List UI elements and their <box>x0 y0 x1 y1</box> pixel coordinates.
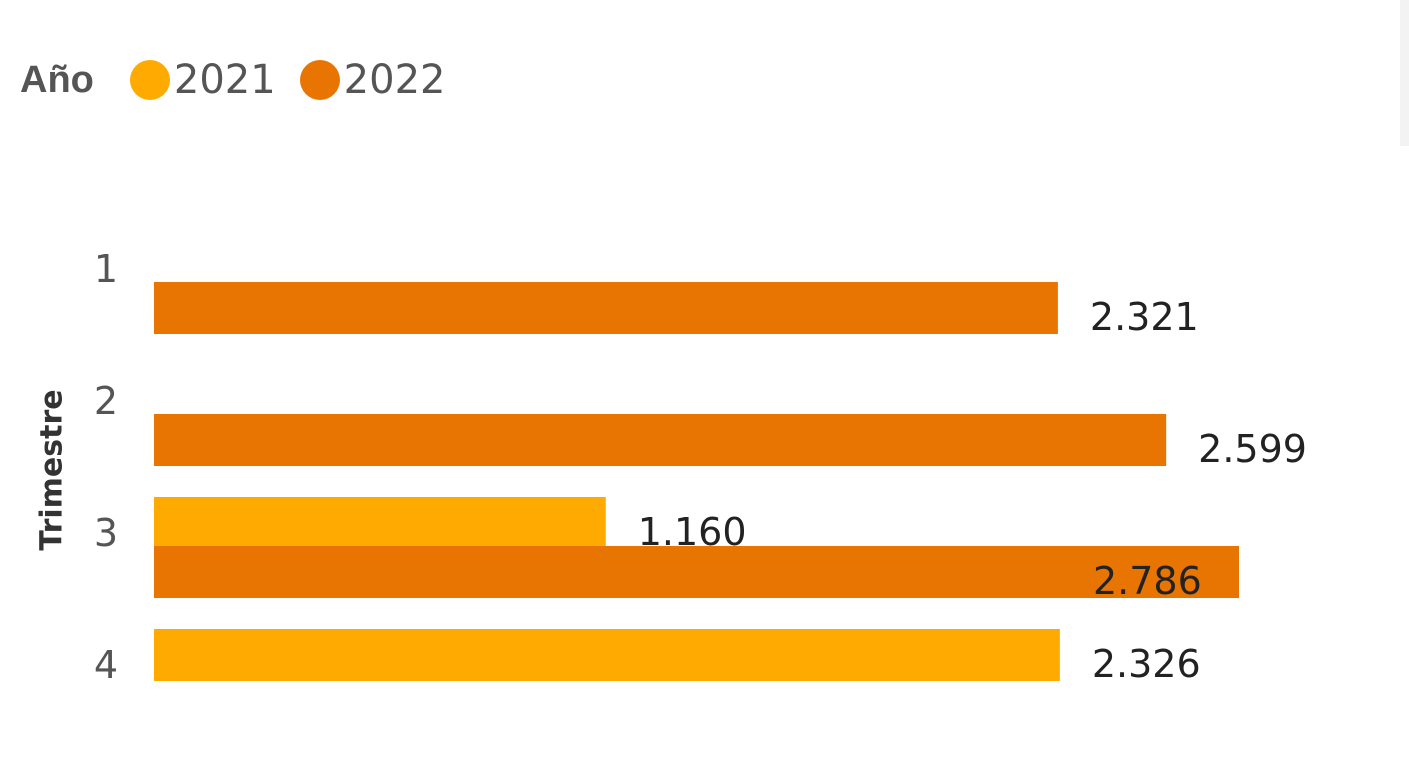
legend-item-2021[interactable]: 2021 <box>129 57 276 103</box>
y-tick-label: 2 <box>94 379 118 423</box>
bar-2022-q2[interactable] <box>154 414 1167 466</box>
legend-dot-icon <box>129 60 170 100</box>
bar-2022-q3[interactable] <box>154 546 1239 598</box>
legend-item-2022[interactable]: 2022 <box>299 57 446 103</box>
data-label: 2.326 <box>1092 642 1201 686</box>
data-label: 2.786 <box>1093 559 1202 603</box>
legend: Año 2021 2022 <box>20 50 469 110</box>
y-tick-label: 3 <box>94 511 118 555</box>
bar-2021-q3[interactable] <box>154 497 606 549</box>
legend-title: Año <box>20 58 94 101</box>
bar-2022-q1[interactable] <box>154 282 1058 334</box>
legend-label-2021: 2021 <box>173 57 276 103</box>
legend-dot-icon <box>299 60 340 100</box>
y-tick-label: 1 <box>94 247 118 291</box>
y-tick-label: 4 <box>94 643 118 687</box>
data-label: 2.599 <box>1198 427 1307 471</box>
data-label: 2.321 <box>1090 295 1199 339</box>
legend-label-2022: 2022 <box>343 57 446 103</box>
panel-edge <box>1400 0 1409 146</box>
bar-2021-q4[interactable] <box>154 629 1060 681</box>
